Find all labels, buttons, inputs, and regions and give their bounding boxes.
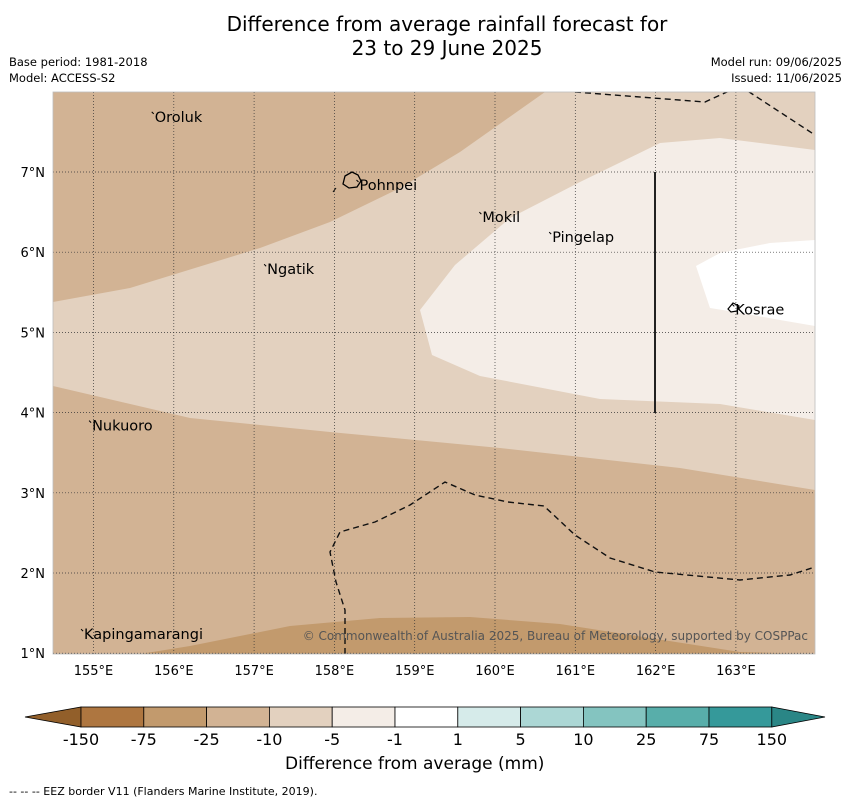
lon-tick-label: 161°E [556, 664, 596, 679]
band-minus1-plus1 [696, 240, 815, 326]
lat-tick-label: 7°N [21, 166, 46, 181]
lat-tick-label: 6°N [21, 246, 46, 261]
pohnpei-island [342, 171, 362, 189]
colorbar-segment [331, 706, 396, 728]
colorbar-segment [206, 706, 270, 728]
model-name: Model: ACCESS-S2 [9, 71, 116, 85]
pohnpei-reef [332, 187, 337, 193]
map-title-line1: Difference from average rainfall forecas… [226, 12, 668, 36]
colorbar-tick-label: 5 [516, 730, 526, 749]
colorbar-tick-label: -1 [387, 730, 403, 749]
colorbar-segment [583, 706, 647, 728]
colorbar-tick-label: 25 [636, 730, 656, 749]
place-label: Kapingamarangi [84, 627, 203, 643]
lon-tick-label: 160°E [475, 664, 515, 679]
lon-tick-label: 156°E [154, 664, 194, 679]
colorbar-segment [268, 706, 333, 728]
colorbar-segment [457, 706, 521, 728]
place-label: Kosrae [735, 302, 784, 318]
axis-labels: 155°E 156°E 157°E 158°E 159°E 160°E 161°E 162°E… [21, 166, 756, 679]
place-marker [478, 211, 482, 215]
colorbar-tick-label: -10 [256, 730, 282, 749]
place-label: Mokil [482, 210, 520, 226]
map-frame [52, 91, 816, 655]
place-label: Pingelap [552, 230, 614, 246]
colorbar-tick-label: -5 [324, 730, 340, 749]
lon-tick-label: 159°E [395, 664, 435, 679]
lat-tick-label: 1°N [21, 647, 46, 662]
colorbar-extend-low [24, 706, 82, 728]
colorbar-title: Difference from average (mm) [285, 754, 545, 774]
model-run: Model run: 09/06/2025 [710, 55, 842, 69]
place-labels: Oroluk Pohnpei Mokil Pingelap Ngatik Kosrae Nu… [80, 110, 784, 643]
copyright-notice: © Commonwealth of Australia 2025, Bureau… [303, 629, 808, 643]
lat-tick-label: 3°N [21, 487, 46, 502]
base-period: Base period: 1981-2018 [9, 55, 148, 69]
colorbar-segment [80, 706, 145, 728]
lon-tick-label: 155°E [74, 664, 114, 679]
colorbar-segment [143, 706, 208, 728]
band-minus5-minus1 [420, 138, 815, 420]
kosrae-island [727, 302, 740, 313]
meta-right: Model run: 09/06/2025 Issued: 11/06/2025 [711, 54, 842, 86]
place-marker [731, 303, 735, 307]
colorbar-tick-label: 1 [453, 730, 463, 749]
place-marker [88, 420, 92, 423]
colorbar-segment [708, 706, 773, 728]
islands [332, 171, 740, 313]
eez-border-northeast [747, 92, 815, 136]
place-marker [151, 111, 155, 115]
lon-tick-label: 162°E [636, 664, 676, 679]
place-marker [356, 179, 359, 183]
lon-tick-label: 158°E [315, 664, 355, 679]
colorbar-segment [520, 706, 584, 728]
colorbar: -150 -75 -25 -10 -5 -1 1 5 10 25 75 150 [24, 706, 826, 749]
map-title-line2: 23 to 29 June 2025 [351, 36, 543, 60]
colorbar-extend-high [771, 706, 826, 728]
lat-tick-label: 5°N [21, 326, 46, 341]
map-title: Difference from average rainfall forecas… [0, 12, 850, 60]
meta-left: Base period: 1981-2018 Model: ACCESS-S2 [9, 54, 148, 86]
lon-tick-label: 163°E [716, 664, 756, 679]
eez-border-north [574, 92, 729, 103]
place-label: Ngatik [267, 262, 315, 278]
graticule [53, 92, 815, 654]
colorbar-tick-label: -75 [131, 730, 157, 749]
place-marker [548, 231, 552, 235]
colorbar-tick-label: 10 [573, 730, 593, 749]
place-label: Nukuoro [92, 419, 153, 435]
lon-tick-label: 157°E [234, 664, 274, 679]
band-minus75-minus25 [53, 617, 815, 654]
eez-border [329, 92, 815, 654]
colorbar-segment [394, 706, 459, 728]
colorbar-tick-label: 75 [699, 730, 719, 749]
colorbar-tick-label: -150 [63, 730, 99, 749]
place-marker [263, 263, 267, 267]
place-marker [80, 628, 84, 632]
eez-border-south [329, 481, 815, 654]
colorbar-tick-label: -25 [194, 730, 220, 749]
colorbar-segment [645, 706, 710, 728]
issued-date: Issued: 11/06/2025 [731, 71, 842, 85]
place-label: Pohnpei [359, 178, 417, 194]
lat-tick-label: 2°N [21, 567, 46, 582]
colorbar-tick-label: 150 [757, 730, 788, 749]
lat-tick-label: 4°N [21, 407, 46, 422]
eez-legend-note: -- -- -- EEZ border V11 (Flanders Marine… [9, 785, 318, 798]
map-fill-layer [53, 92, 815, 654]
place-label: Oroluk [155, 110, 203, 126]
